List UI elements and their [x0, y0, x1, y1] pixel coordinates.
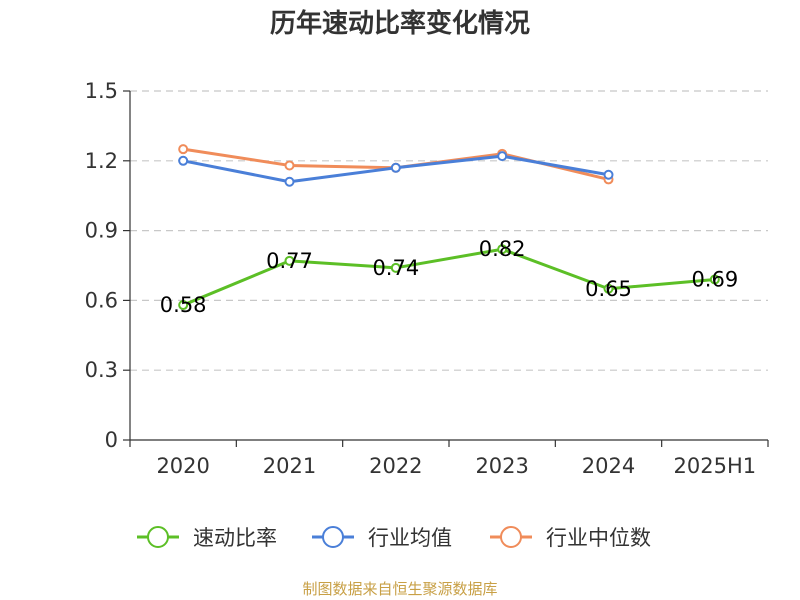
- data-label: 0.65: [585, 277, 632, 301]
- data-point: [178, 300, 189, 311]
- y-tick-label: 0: [105, 428, 118, 452]
- data-label: 0.58: [160, 293, 207, 317]
- legend-item: 速动比率: [137, 526, 277, 550]
- data-label: 0.82: [479, 237, 526, 261]
- data-point: [603, 283, 614, 294]
- chart-title: 历年速动比率变化情况: [270, 8, 530, 39]
- y-tick-label: 1.5: [85, 79, 118, 103]
- source-note: 制图数据来自恒生聚源数据库: [302, 580, 497, 598]
- data-point: [497, 151, 508, 162]
- data-point: [178, 144, 189, 155]
- data-label: 0.77: [266, 249, 313, 273]
- data-point: [284, 176, 295, 187]
- axis-layer: 0 0.3 0.6 0.9 1.2 1.5 2020 2021 2022 2023 2024 2025…: [85, 79, 769, 478]
- legend-swatch-marker: [500, 526, 522, 548]
- y-tick-label: 0.6: [85, 288, 118, 312]
- legend-swatch-marker: [322, 526, 344, 548]
- y-tick-label: 1.2: [85, 149, 118, 173]
- data-point: [709, 274, 720, 285]
- data-label: 0.74: [372, 256, 419, 280]
- data-point: [497, 244, 508, 255]
- legend-label: 行业均值: [368, 526, 452, 550]
- data-label-layer: 0.58 0.77 0.74 0.82 0.65 0.69: [160, 237, 738, 317]
- y-tick-label: 0.9: [85, 219, 118, 243]
- legend-swatch-marker: [147, 526, 169, 548]
- grid-layer: [130, 90, 768, 371]
- legend-label: 行业中位数: [546, 526, 651, 550]
- x-tick-label: 2024: [582, 454, 635, 478]
- data-point: [603, 169, 614, 180]
- data-point: [178, 155, 189, 166]
- data-label: 0.69: [691, 267, 738, 291]
- y-tick-label: 0.3: [85, 358, 118, 382]
- legend-item: 行业均值: [312, 526, 452, 550]
- x-tick-label: 2023: [475, 454, 528, 478]
- x-tick-label: 2021: [263, 454, 316, 478]
- legend: 速动比率 行业均值 行业中位数: [137, 526, 651, 550]
- series-layer: [178, 144, 720, 311]
- x-tick-label: 2025H1: [674, 454, 757, 478]
- x-tick-label: 2020: [156, 454, 209, 478]
- data-point: [284, 160, 295, 171]
- data-point: [390, 262, 401, 273]
- series-line-0: [182, 247, 715, 307]
- x-tick-label: 2022: [369, 454, 422, 478]
- legend-item: 行业中位数: [490, 526, 651, 550]
- legend-label: 速动比率: [193, 526, 277, 550]
- data-point: [284, 255, 295, 266]
- data-point: [390, 162, 401, 173]
